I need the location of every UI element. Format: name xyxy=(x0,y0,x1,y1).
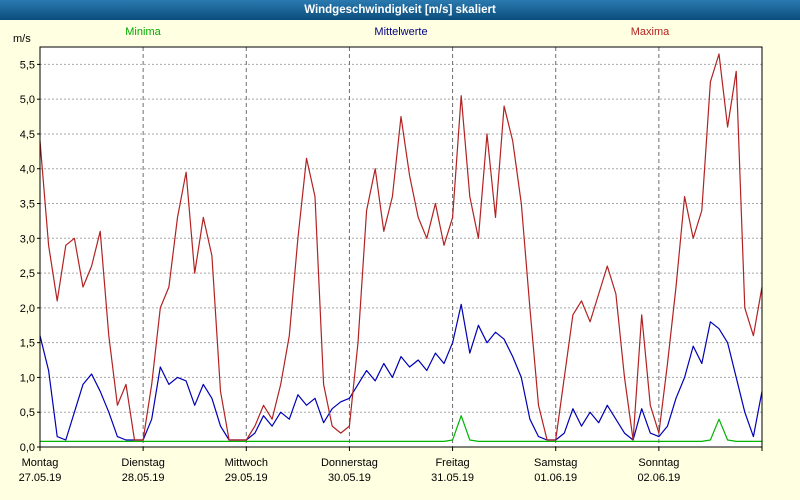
svg-text:28.05.19: 28.05.19 xyxy=(122,472,165,484)
svg-text:01.06.19: 01.06.19 xyxy=(534,472,577,484)
svg-text:4,0: 4,0 xyxy=(20,164,35,176)
legend-mittelwerte: Mittelwerte xyxy=(374,26,428,38)
svg-text:Samstag: Samstag xyxy=(534,457,577,469)
svg-text:27.05.19: 27.05.19 xyxy=(19,472,62,484)
svg-text:2,0: 2,0 xyxy=(20,303,35,315)
svg-text:31.05.19: 31.05.19 xyxy=(431,472,474,484)
svg-text:1,5: 1,5 xyxy=(20,338,35,350)
window-title-bar: Windgeschwindigkeit [m/s] skaliert xyxy=(0,0,800,20)
svg-text:m/s: m/s xyxy=(13,33,31,45)
svg-text:02.06.19: 02.06.19 xyxy=(637,472,680,484)
svg-text:3,0: 3,0 xyxy=(20,233,35,245)
legend-minima: Minima xyxy=(125,26,161,38)
svg-text:29.05.19: 29.05.19 xyxy=(225,472,268,484)
chart-legend: Minima Mittelwerte Maxima xyxy=(0,26,800,40)
svg-text:Freitag: Freitag xyxy=(435,457,469,469)
svg-text:0,5: 0,5 xyxy=(20,407,35,419)
svg-text:4,5: 4,5 xyxy=(20,129,35,141)
svg-text:5,5: 5,5 xyxy=(20,59,35,71)
window-title: Windgeschwindigkeit [m/s] skaliert xyxy=(304,4,496,16)
svg-text:2,5: 2,5 xyxy=(20,268,35,280)
svg-text:Sonntag: Sonntag xyxy=(638,457,679,469)
svg-text:Dienstag: Dienstag xyxy=(121,457,164,469)
legend-maxima: Maxima xyxy=(630,26,670,38)
svg-text:Donnerstag: Donnerstag xyxy=(321,457,378,469)
svg-text:30.05.19: 30.05.19 xyxy=(328,472,371,484)
svg-text:1,0: 1,0 xyxy=(20,372,35,384)
svg-text:5,0: 5,0 xyxy=(20,94,35,106)
svg-text:Mittwoch: Mittwoch xyxy=(225,457,268,469)
svg-text:0,0: 0,0 xyxy=(20,442,35,454)
svg-text:Montag: Montag xyxy=(22,457,59,469)
svg-text:3,5: 3,5 xyxy=(20,199,35,211)
